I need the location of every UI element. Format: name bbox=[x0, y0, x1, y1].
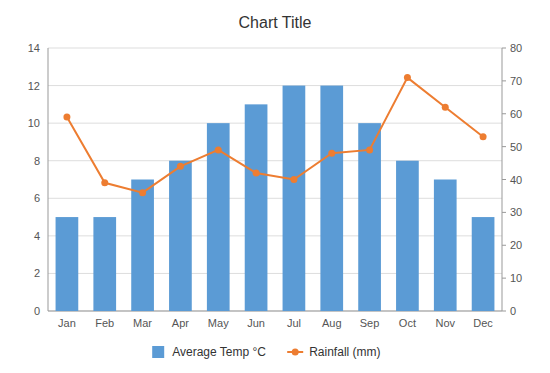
y-tick-label: 2 bbox=[34, 267, 40, 279]
bar bbox=[320, 86, 343, 311]
marker bbox=[366, 146, 373, 153]
grid-line bbox=[48, 160, 502, 161]
x-tick-label: Nov bbox=[435, 317, 455, 329]
y2-tick-label: 0 bbox=[510, 305, 516, 317]
grid-line bbox=[48, 123, 502, 124]
y2-tick-label: 50 bbox=[510, 141, 522, 153]
bar bbox=[396, 161, 419, 311]
x-tick-label: Mar bbox=[133, 317, 152, 329]
y2-tick bbox=[502, 245, 506, 246]
grid-line bbox=[48, 85, 502, 86]
y2-tick-label: 20 bbox=[510, 239, 522, 251]
x-tick-label: Dec bbox=[473, 317, 493, 329]
bar bbox=[434, 180, 457, 312]
y-tick-label: 0 bbox=[34, 305, 40, 317]
marks bbox=[56, 74, 495, 311]
legend-label: Average Temp °C bbox=[172, 345, 266, 359]
y2-tick bbox=[502, 113, 506, 114]
y2-tick-label: 40 bbox=[510, 174, 522, 186]
marker bbox=[328, 150, 335, 157]
y-tick-label: 12 bbox=[28, 80, 40, 92]
chart: Chart Title 0 2 4 6 8 10 12 14 0 10 20 30 40 50 60 70 80 J… bbox=[0, 0, 550, 373]
y2-tick bbox=[502, 278, 506, 279]
title: Chart Title bbox=[239, 14, 312, 31]
y2-tick-label: 70 bbox=[510, 75, 522, 87]
x-tick-label: Oct bbox=[399, 317, 416, 329]
bar bbox=[131, 180, 154, 312]
y-tick-label: 14 bbox=[28, 42, 40, 54]
marker bbox=[442, 104, 449, 111]
y2-tick bbox=[502, 146, 506, 147]
y2-tick-label: 30 bbox=[510, 206, 522, 218]
grid bbox=[48, 48, 502, 311]
legend: Average Temp °C Rainfall (mm) bbox=[152, 345, 380, 359]
x-tick-label: May bbox=[208, 317, 229, 329]
marker bbox=[480, 133, 487, 140]
marker bbox=[404, 74, 411, 81]
x-tick-label: Feb bbox=[95, 317, 114, 329]
y-tick-label: 8 bbox=[34, 155, 40, 167]
bar bbox=[169, 161, 192, 311]
x-tick-label: Apr bbox=[172, 317, 189, 329]
y-tick-label: 6 bbox=[34, 192, 40, 204]
marker bbox=[215, 146, 222, 153]
marker bbox=[177, 163, 184, 170]
x-tick-label: Sep bbox=[360, 317, 380, 329]
legend-label: Rainfall (mm) bbox=[309, 345, 380, 359]
y-axis bbox=[48, 48, 49, 311]
y-tick-label: 4 bbox=[34, 230, 40, 242]
bar bbox=[283, 86, 306, 311]
y2-tick bbox=[502, 48, 506, 49]
y2-tick bbox=[502, 212, 506, 213]
marker bbox=[290, 176, 297, 183]
bar bbox=[245, 104, 268, 311]
marker bbox=[101, 179, 108, 186]
y2-tick bbox=[502, 311, 506, 312]
y-tick-label: 10 bbox=[28, 117, 40, 129]
marker bbox=[63, 114, 70, 121]
x-tick-label: Jun bbox=[247, 317, 265, 329]
y2-tick-label: 10 bbox=[510, 272, 522, 284]
grid-line bbox=[48, 48, 502, 49]
y2-axis bbox=[502, 48, 503, 311]
y2-tick bbox=[502, 80, 506, 81]
legend-marker bbox=[292, 349, 299, 356]
marker bbox=[139, 189, 146, 196]
legend-swatch bbox=[152, 346, 164, 358]
y2-tick-label: 60 bbox=[510, 108, 522, 120]
y2-tick bbox=[502, 179, 506, 180]
bar bbox=[472, 217, 495, 311]
x-tick-label: Jan bbox=[58, 317, 76, 329]
bar bbox=[56, 217, 79, 311]
y2-tick-label: 80 bbox=[510, 42, 522, 54]
bar bbox=[93, 217, 116, 311]
bar bbox=[207, 123, 230, 311]
line bbox=[67, 78, 483, 193]
marker bbox=[253, 169, 260, 176]
x-tick-label: Aug bbox=[322, 317, 342, 329]
x-tick-label: Jul bbox=[287, 317, 301, 329]
